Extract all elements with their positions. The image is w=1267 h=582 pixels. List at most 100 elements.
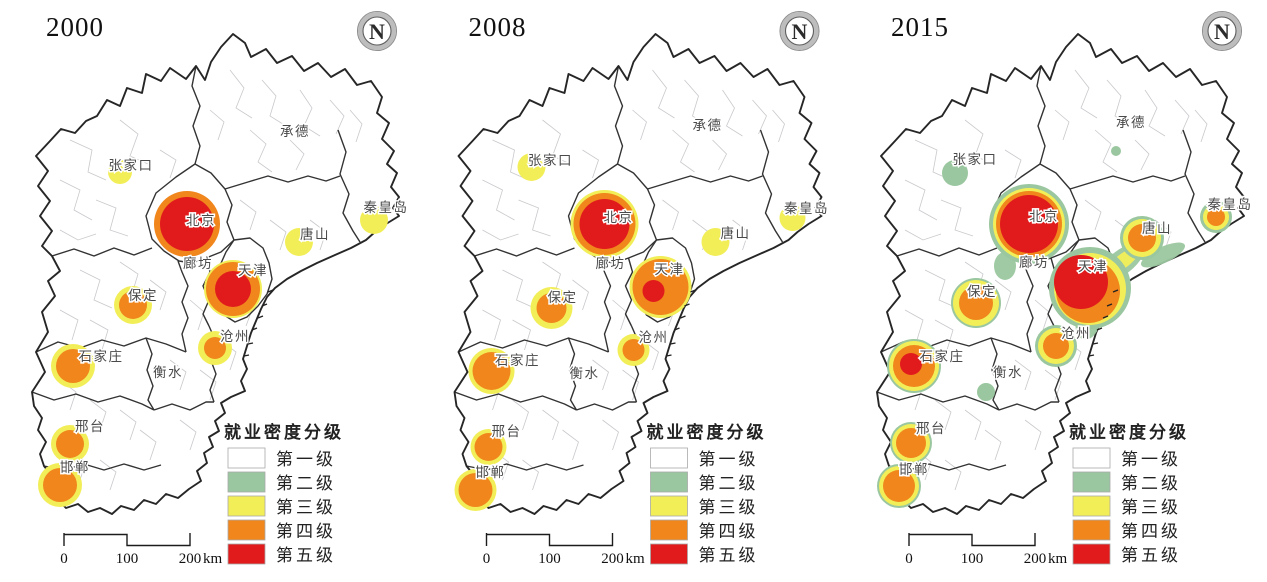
county-boundary-line	[512, 319, 531, 351]
legend-label-1: 第一级	[1121, 450, 1181, 470]
legend-swatch-4	[650, 519, 688, 541]
coast-marks	[1088, 289, 1119, 357]
scale-tick-200: 200	[601, 551, 624, 567]
county-boundary-line	[1094, 129, 1118, 173]
county-boundary-line	[59, 309, 79, 341]
north-arrow-inner-ring	[362, 16, 392, 46]
prefecture-boundary-line	[454, 391, 577, 411]
density-circle-xingtai-level4	[56, 430, 84, 458]
county-boundary-line	[904, 309, 924, 341]
county-boundary-line	[944, 459, 962, 491]
map-panel-2015: 张家口 承德 北京 廊坊 天津 唐山 秦皇岛 保定 沧州 石家庄 衡水 邢台 邯郸 2015 N 就业密度分级…	[845, 0, 1267, 582]
county-boundary-line	[732, 219, 749, 251]
coast-mark	[267, 289, 274, 293]
north-arrow-n-label: N	[1214, 19, 1230, 44]
coast-mark	[684, 303, 690, 307]
density-circle-xingtai-level4	[896, 428, 926, 458]
city-label-beijing: 北京	[186, 213, 216, 229]
county-boundary-line	[261, 79, 287, 127]
density-circle-tianjin-level5	[642, 280, 665, 302]
coast-mark	[243, 354, 250, 357]
scale-bar-line	[908, 533, 1036, 547]
scale-tick-0: 0	[483, 551, 491, 567]
legend-label-2: 第二级	[276, 474, 336, 494]
legend-label-4: 第四级	[1121, 522, 1181, 542]
county-boundary-line	[169, 359, 187, 391]
legend-swatch-4	[227, 519, 266, 541]
prefecture-boundary-line	[567, 337, 578, 411]
county-boundary-line	[1074, 69, 1098, 119]
scale-bar-line	[63, 533, 191, 547]
city-label-langfang: 廊坊	[1019, 254, 1049, 271]
county-boundary-line	[542, 119, 571, 165]
scale-tick-100: 100	[538, 551, 561, 567]
region-outline	[876, 33, 1245, 515]
county-boundary-line	[309, 219, 327, 251]
county-boundary-line	[1174, 99, 1190, 135]
prefecture-boundary-line	[31, 391, 155, 411]
county-boundary-line	[914, 139, 952, 181]
county-boundary-line	[59, 179, 93, 221]
county-boundary-line	[934, 399, 952, 431]
year-label-2000: 2000	[46, 12, 104, 42]
city-label-cangzhou: 沧州	[220, 328, 250, 345]
city-label-tianjin: 天津	[1078, 259, 1108, 275]
county-boundary-line	[1044, 369, 1062, 401]
prefecture-boundary-line	[474, 247, 575, 257]
legend-label-1: 第一级	[699, 450, 759, 470]
county-boundary-line	[289, 139, 305, 171]
county-boundary-line	[139, 429, 157, 461]
city-label-qinhuangdao: 秦皇岛	[364, 200, 409, 216]
county-boundary-line	[1134, 139, 1150, 171]
county-boundary-line	[99, 459, 117, 491]
legend-swatch-2	[227, 471, 266, 493]
county-boundary-line	[59, 229, 97, 241]
density-circle-zhangjiakou-level3	[517, 153, 546, 181]
scale-bar: 0 100 200 km	[905, 533, 1068, 567]
north-arrow-n-label: N	[792, 19, 808, 44]
prefecture-boundary-line	[876, 391, 1000, 411]
prefecture-boundary-line	[153, 401, 214, 411]
county-boundary-line	[1054, 109, 1070, 141]
prefecture-boundary-line	[990, 337, 1000, 411]
county-boundaries	[904, 69, 1208, 491]
coast-mark	[1102, 315, 1109, 319]
north-arrow-outer-ring	[779, 10, 820, 52]
density-circle-handan-level4	[43, 468, 77, 502]
city-label-hengshui: 衡水	[993, 365, 1023, 381]
prefecture-boundary-line	[337, 129, 361, 243]
legend-title: 就业密度分级	[1069, 422, 1189, 443]
city-label-tianjin: 天津	[655, 262, 685, 278]
coast-marks	[243, 289, 274, 357]
prefecture-boundary-line	[647, 175, 763, 190]
density-circle-baoding-level4	[959, 286, 993, 320]
city-label-shijiazhuang: 石家庄	[495, 352, 540, 369]
city-label-langfang: 廊坊	[183, 255, 213, 272]
county-boundary-line	[492, 139, 529, 181]
legend-label-5: 第五级	[276, 546, 336, 566]
scale-unit: km	[203, 551, 223, 567]
legend-label-3: 第三级	[699, 498, 759, 518]
county-boundary-line	[229, 69, 253, 119]
density-circle-hengshui-level2	[977, 383, 995, 401]
density-circle-tianjin-level5	[215, 271, 251, 307]
legend-swatch-5	[1072, 543, 1111, 565]
density-circle-beijing-level5	[160, 197, 214, 251]
scale-tick-100: 100	[116, 551, 139, 567]
prefecture-boundary-line	[1036, 65, 1046, 165]
north-arrow-inner-ring	[784, 16, 815, 46]
legend-swatch-1	[1072, 447, 1111, 469]
density-circle-shijiazhuang-level5	[900, 353, 922, 375]
county-boundary-line	[249, 129, 273, 173]
city-label-zhangjiakou: 张家口	[109, 157, 154, 174]
prefecture-boundary-line	[613, 65, 624, 165]
density-circle-shijiazhuang-level4	[56, 349, 90, 383]
map-panel-2008: 张家口 承德 北京 廊坊 天津 唐山 秦皇岛 保定 沧州 石家庄 衡水 邢台 邯郸 2008 N 就业密度分级…	[422, 0, 845, 582]
scale-unit: km	[626, 551, 646, 567]
city-label-xingtai: 邢台	[75, 419, 105, 435]
legend-swatch-3	[227, 495, 266, 517]
